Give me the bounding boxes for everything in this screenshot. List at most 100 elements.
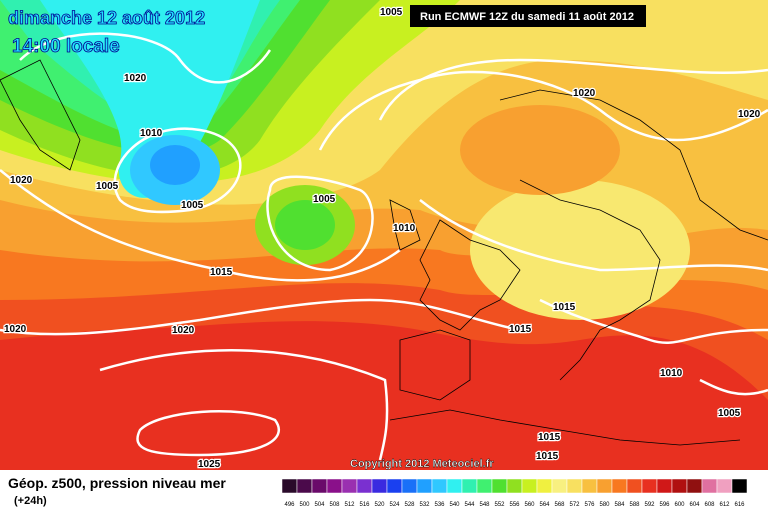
scale-swatch	[701, 478, 718, 494]
isobar-label: 1005	[96, 181, 119, 192]
scale-label: 532	[419, 502, 430, 508]
isobar-label: 1020	[10, 175, 33, 186]
isobar-label: 1015	[536, 451, 559, 462]
scale-label: 584	[614, 502, 625, 508]
scale-label: 508	[329, 502, 340, 508]
footer: Géop. z500, pression niveau mer (+24h) 4…	[0, 470, 768, 512]
isobar-label: 1010	[140, 128, 163, 139]
scale-label: 600	[674, 502, 685, 508]
isobar-label: 1015	[553, 302, 576, 313]
scale-label: 608	[704, 502, 715, 508]
scale-label: 544	[464, 502, 475, 508]
scale-label: 564	[539, 502, 550, 508]
scale-label: 612	[719, 502, 730, 508]
scale-swatch	[551, 478, 568, 494]
isobar-label: 1005	[181, 200, 204, 211]
band	[470, 180, 690, 320]
scale-swatch	[731, 478, 748, 494]
copyright: Copyright 2012 Meteociel.fr	[350, 458, 494, 470]
scale-label: 548	[479, 502, 490, 508]
scale-label: 592	[644, 502, 655, 508]
color-scale: 496 500 504 508 512 516 520 524 528 532 536 540 544 5…	[281, 478, 748, 508]
scale-swatch	[536, 478, 553, 494]
scale-swatch	[686, 478, 703, 494]
scale-label: 580	[599, 502, 610, 508]
scale-label: 596	[659, 502, 670, 508]
isobar-label: 1020	[573, 88, 596, 99]
isobar-label: 1005	[313, 194, 336, 205]
scale-swatch	[371, 478, 388, 494]
isobar-label: 1010	[660, 368, 683, 379]
scale-swatch	[356, 478, 373, 494]
scale-swatch	[311, 478, 328, 494]
scale-label: 604	[689, 502, 700, 508]
scale-label: 572	[569, 502, 580, 508]
scale-label: 556	[509, 502, 520, 508]
scale-label: 516	[359, 502, 370, 508]
isobar-label: 1010	[393, 223, 416, 234]
scale-swatch	[521, 478, 538, 494]
scale-swatch	[476, 478, 493, 494]
isobars	[0, 32, 768, 461]
scale-swatch	[416, 478, 433, 494]
isobar-label: 1020	[172, 325, 195, 336]
footer-lead: (+24h)	[14, 495, 47, 507]
scale-swatch	[506, 478, 523, 494]
scale-swatch	[641, 478, 658, 494]
scale-label: 496	[284, 502, 295, 508]
scale-label: 524	[389, 502, 400, 508]
map-time: 14:00 locale	[12, 36, 120, 57]
scale-label: 520	[374, 502, 385, 508]
isobar-label: 1015	[538, 432, 561, 443]
scale-swatch	[446, 478, 463, 494]
isobar-label: 1025	[198, 459, 221, 470]
scale-swatch	[326, 478, 343, 494]
isobar-label: 1020	[4, 324, 27, 335]
isobar-label: 1015	[509, 324, 532, 335]
scale-swatch	[671, 478, 688, 494]
scale-swatch	[281, 478, 298, 494]
band	[40, 0, 260, 198]
scale-swatch	[611, 478, 628, 494]
isobar-label: 1020	[738, 109, 761, 120]
scale-label: 588	[629, 502, 640, 508]
isobar-label: 1005	[380, 7, 403, 18]
scale-swatch	[386, 478, 403, 494]
band	[275, 200, 335, 250]
scale-label: 528	[404, 502, 415, 508]
scale-swatch	[566, 478, 583, 494]
scale-label: 512	[344, 502, 355, 508]
coastlines	[0, 59, 768, 446]
scale-swatch	[716, 478, 733, 494]
scale-swatch	[626, 478, 643, 494]
scale-swatch	[581, 478, 598, 494]
scale-swatch	[341, 478, 358, 494]
scale-label: 504	[314, 502, 325, 508]
scale-swatch	[656, 478, 673, 494]
scale-swatch	[461, 478, 478, 494]
scale-label: 616	[734, 502, 745, 508]
scale-label: 536	[434, 502, 445, 508]
run-info: Run ECMWF 12Z du samedi 11 août 2012	[420, 11, 634, 23]
scale-swatch	[596, 478, 613, 494]
scale-label: 500	[299, 502, 310, 508]
scale-swatch	[296, 478, 313, 494]
band	[460, 105, 620, 195]
map-date: dimanche 12 août 2012	[8, 8, 205, 28]
scale-swatch	[431, 478, 448, 494]
scale-label: 568	[554, 502, 565, 508]
scale-swatch	[491, 478, 508, 494]
map: 1005 1020 1010 1005 1020 1005 1005 1010 …	[0, 0, 768, 472]
scale-label: 560	[524, 502, 535, 508]
run-box	[410, 5, 646, 27]
isobar-label: 1015	[210, 267, 233, 278]
isobar-label: 1020	[124, 73, 147, 84]
scale-label: 552	[494, 502, 505, 508]
isobar-labels: 1005 1020 1010 1005 1020 1005 1005 1010 …	[3, 6, 762, 472]
band	[150, 145, 200, 185]
isobar-label: 1005	[718, 408, 741, 419]
scale-label: 576	[584, 502, 595, 508]
footer-title: Géop. z500, pression niveau mer	[8, 475, 226, 491]
scale-swatch	[401, 478, 418, 494]
